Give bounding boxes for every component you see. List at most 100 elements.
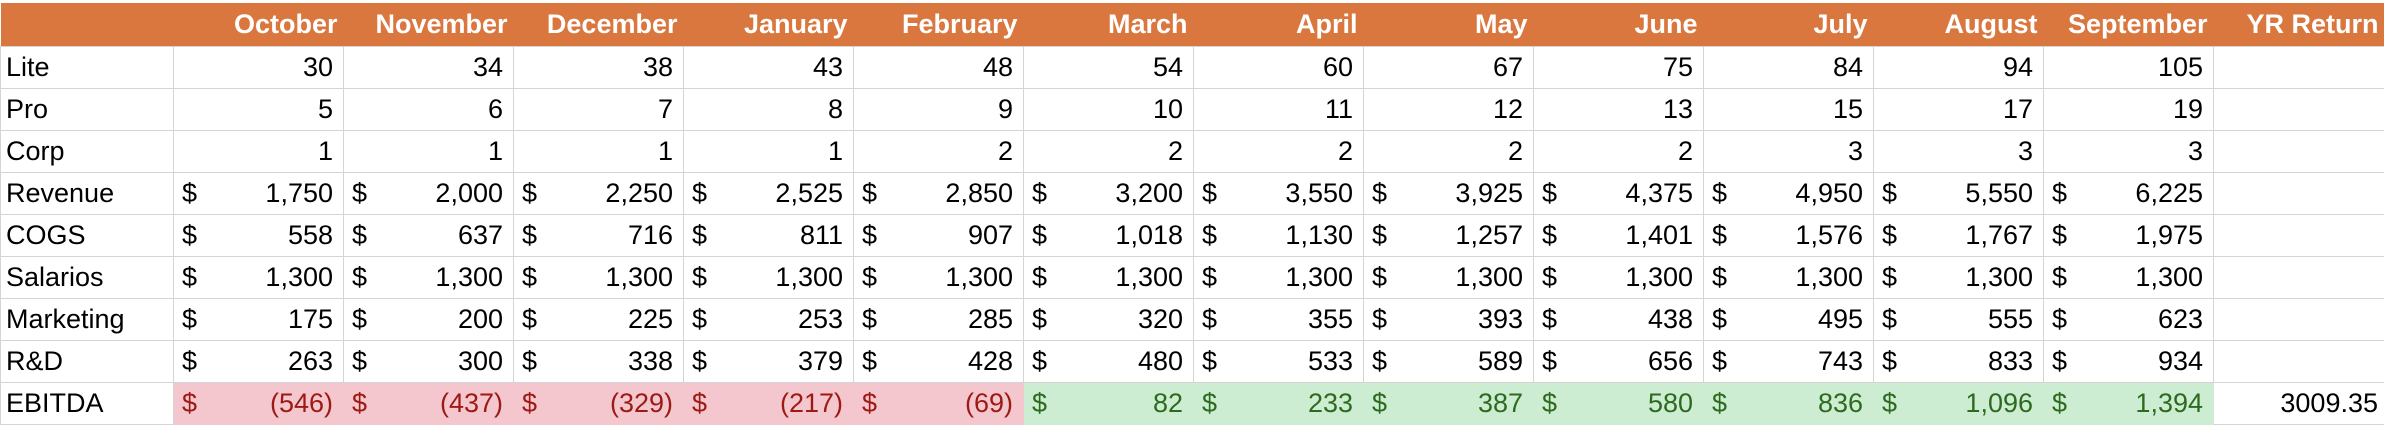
data-cell[interactable]: 2 xyxy=(1023,130,1194,173)
data-cell[interactable]: $1,300 xyxy=(1703,256,1874,299)
yr-return-cell[interactable] xyxy=(2213,172,2384,215)
data-cell[interactable]: $1,130 xyxy=(1193,214,1364,257)
data-cell[interactable]: $4,950 xyxy=(1703,172,1874,215)
data-cell[interactable]: $580 xyxy=(1533,382,1704,425)
data-cell[interactable]: 1 xyxy=(513,130,684,173)
data-cell[interactable]: 43 xyxy=(683,46,854,89)
data-cell[interactable]: $285 xyxy=(853,298,1024,341)
data-cell[interactable]: $6,225 xyxy=(2043,172,2214,215)
data-cell[interactable]: 2 xyxy=(853,130,1024,173)
data-cell[interactable]: $623 xyxy=(2043,298,2214,341)
data-cell[interactable]: 11 xyxy=(1193,88,1364,131)
data-cell[interactable]: $3,200 xyxy=(1023,172,1194,215)
data-cell[interactable]: $3,550 xyxy=(1193,172,1364,215)
data-cell[interactable]: $1,394 xyxy=(2043,382,2214,425)
header-cell-september[interactable]: September xyxy=(2043,3,2214,47)
data-cell[interactable]: $338 xyxy=(513,340,684,383)
data-cell[interactable]: $1,096 xyxy=(1873,382,2044,425)
data-cell[interactable]: 1 xyxy=(343,130,514,173)
data-cell[interactable]: $1,767 xyxy=(1873,214,2044,257)
data-cell[interactable]: 94 xyxy=(1873,46,2044,89)
data-cell[interactable]: $1,750 xyxy=(173,172,344,215)
data-cell[interactable]: 7 xyxy=(513,88,684,131)
data-cell[interactable]: $656 xyxy=(1533,340,1704,383)
data-cell[interactable]: $1,300 xyxy=(173,256,344,299)
data-cell[interactable]: $233 xyxy=(1193,382,1364,425)
data-cell[interactable]: $589 xyxy=(1363,340,1534,383)
data-cell[interactable]: $263 xyxy=(173,340,344,383)
header-cell-march[interactable]: March xyxy=(1023,3,1194,47)
data-cell[interactable]: 3 xyxy=(1703,130,1874,173)
data-cell[interactable]: $1,300 xyxy=(1533,256,1704,299)
data-cell[interactable]: 3 xyxy=(1873,130,2044,173)
data-cell[interactable]: 17 xyxy=(1873,88,2044,131)
yr-return-cell[interactable] xyxy=(2213,130,2384,173)
data-cell[interactable]: $300 xyxy=(343,340,514,383)
yr-return-cell[interactable]: 3009.35 xyxy=(2213,382,2384,425)
header-cell-november[interactable]: November xyxy=(343,3,514,47)
data-cell[interactable]: $320 xyxy=(1023,298,1194,341)
data-cell[interactable]: 5 xyxy=(173,88,344,131)
row-label[interactable]: Lite xyxy=(0,46,174,89)
data-cell[interactable]: $1,401 xyxy=(1533,214,1704,257)
data-cell[interactable]: $175 xyxy=(173,298,344,341)
header-cell-august[interactable]: August xyxy=(1873,3,2044,47)
yr-return-cell[interactable] xyxy=(2213,340,2384,383)
data-cell[interactable]: 34 xyxy=(343,46,514,89)
data-cell[interactable]: $2,250 xyxy=(513,172,684,215)
yr-return-cell[interactable] xyxy=(2213,46,2384,89)
data-cell[interactable]: $1,257 xyxy=(1363,214,1534,257)
data-cell[interactable]: 2 xyxy=(1193,130,1364,173)
data-cell[interactable]: 3 xyxy=(2043,130,2214,173)
header-cell-june[interactable]: June xyxy=(1533,3,1704,47)
data-cell[interactable]: $833 xyxy=(1873,340,2044,383)
data-cell[interactable]: $555 xyxy=(1873,298,2044,341)
data-cell[interactable]: 1 xyxy=(173,130,344,173)
data-cell[interactable]: 8 xyxy=(683,88,854,131)
data-cell[interactable]: $1,300 xyxy=(1193,256,1364,299)
data-cell[interactable]: $2,850 xyxy=(853,172,1024,215)
data-cell[interactable]: 48 xyxy=(853,46,1024,89)
data-cell[interactable]: 12 xyxy=(1363,88,1534,131)
data-cell[interactable]: $438 xyxy=(1533,298,1704,341)
data-cell[interactable]: $1,300 xyxy=(683,256,854,299)
header-cell-blank[interactable] xyxy=(0,3,174,47)
data-cell[interactable]: $495 xyxy=(1703,298,1874,341)
data-cell[interactable]: $1,300 xyxy=(1363,256,1534,299)
header-cell-january[interactable]: January xyxy=(683,3,854,47)
data-cell[interactable]: $3,925 xyxy=(1363,172,1534,215)
data-cell[interactable]: $387 xyxy=(1363,382,1534,425)
row-label[interactable]: Corp xyxy=(0,130,174,173)
data-cell[interactable]: 60 xyxy=(1193,46,1364,89)
data-cell[interactable]: $ (437) xyxy=(343,382,514,425)
data-cell[interactable]: $ (217) xyxy=(683,382,854,425)
data-cell[interactable]: $ (546) xyxy=(173,382,344,425)
data-cell[interactable]: 19 xyxy=(2043,88,2214,131)
header-cell-may[interactable]: May xyxy=(1363,3,1534,47)
data-cell[interactable]: $355 xyxy=(1193,298,1364,341)
data-cell[interactable]: $480 xyxy=(1023,340,1194,383)
data-cell[interactable]: $637 xyxy=(343,214,514,257)
data-cell[interactable]: $1,300 xyxy=(853,256,1024,299)
data-cell[interactable]: $2,000 xyxy=(343,172,514,215)
data-cell[interactable]: $4,375 xyxy=(1533,172,1704,215)
data-cell[interactable]: 67 xyxy=(1363,46,1534,89)
data-cell[interactable]: $5,550 xyxy=(1873,172,2044,215)
data-cell[interactable]: $1,576 xyxy=(1703,214,1874,257)
data-cell[interactable]: 2 xyxy=(1533,130,1704,173)
data-cell[interactable]: 2 xyxy=(1363,130,1534,173)
header-cell-yr-return[interactable]: YR Return xyxy=(2213,3,2384,47)
data-cell[interactable]: $428 xyxy=(853,340,1024,383)
data-cell[interactable]: $743 xyxy=(1703,340,1874,383)
data-cell[interactable]: $533 xyxy=(1193,340,1364,383)
data-cell[interactable]: $934 xyxy=(2043,340,2214,383)
data-cell[interactable]: 38 xyxy=(513,46,684,89)
data-cell[interactable]: 13 xyxy=(1533,88,1704,131)
data-cell[interactable]: $1,300 xyxy=(1873,256,2044,299)
yr-return-cell[interactable] xyxy=(2213,256,2384,299)
row-label[interactable]: Pro xyxy=(0,88,174,131)
data-cell[interactable]: 1 xyxy=(683,130,854,173)
data-cell[interactable]: 9 xyxy=(853,88,1024,131)
data-cell[interactable]: 15 xyxy=(1703,88,1874,131)
data-cell[interactable]: $200 xyxy=(343,298,514,341)
